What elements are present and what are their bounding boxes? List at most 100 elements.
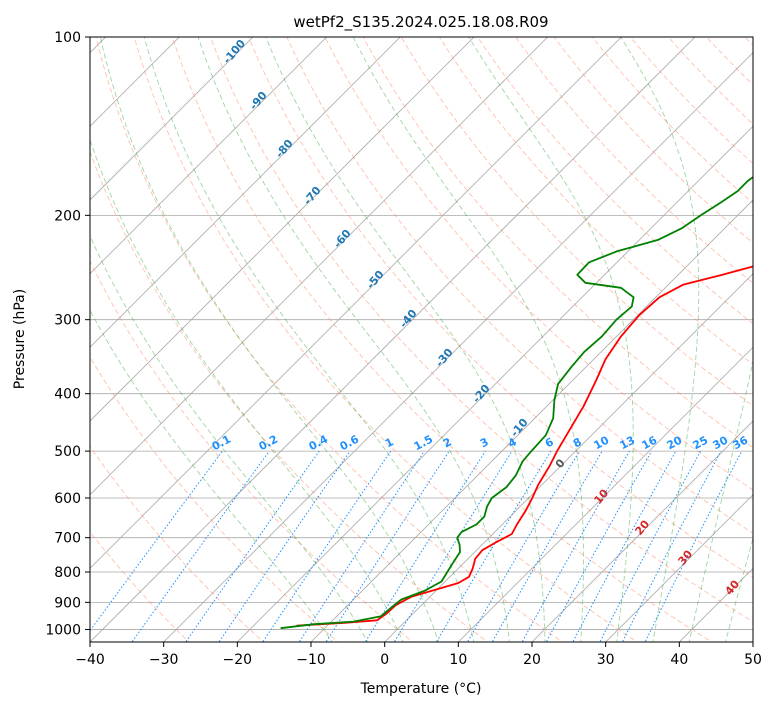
moist-adiabat-line — [468, 37, 634, 642]
dry-adiabat-label: -20 — [470, 382, 493, 406]
y-tick-label: 400 — [54, 387, 81, 403]
isotherm-line — [90, 37, 475, 422]
dewpoint-profile — [280, 175, 753, 630]
mixing-ratio-line — [491, 450, 603, 642]
plot-frame — [89, 36, 754, 643]
y-tick-label: 200 — [54, 208, 81, 224]
moist-adiabat-label: 10 — [591, 486, 611, 506]
mixing-ratio-line — [262, 450, 392, 642]
y-tick-label: 900 — [54, 595, 81, 611]
mixing-ratio-line — [325, 450, 450, 642]
mixing-ratio-lines — [90, 450, 743, 642]
dry-adiabat-line — [90, 445, 265, 642]
x-axis-ticks: −40 −30 −20 −10 0 10 20 30 40 50 — [75, 642, 762, 668]
dry-adiabat-label: -40 — [397, 307, 420, 331]
isotherm-lines — [90, 37, 753, 642]
isotherm-line — [752, 641, 753, 642]
mixing-ratio-label: 30 — [711, 433, 731, 452]
mixing-ratio-label: 1.5 — [412, 433, 435, 454]
temperature-profile — [296, 265, 753, 627]
y-tick-label: 700 — [54, 531, 81, 547]
mixing-ratio-line — [466, 450, 580, 642]
x-tick-label: 10 — [449, 652, 467, 668]
mixing-ratio-line — [572, 450, 677, 642]
dry-adiabat-line — [95, 37, 564, 642]
dry-adiabat-line — [744, 37, 753, 47]
dry-adiabat-line — [90, 531, 190, 642]
mixing-ratio-label: 1 — [383, 435, 396, 450]
dry-adiabat-line — [248, 37, 753, 578]
mixing-ratio-line — [621, 450, 722, 642]
dry-adiabat-label: -60 — [331, 227, 354, 251]
mixing-ratio-line — [435, 450, 552, 642]
isotherm-line — [605, 494, 753, 642]
moist-adiabat-line — [265, 37, 546, 642]
mixing-ratio-label: 6 — [543, 435, 556, 450]
y-tick-label: 600 — [54, 491, 81, 507]
y-tick-label: 800 — [54, 565, 81, 581]
moist-adiabat-label: 0 — [553, 456, 568, 470]
moist-adiabat-line — [90, 138, 404, 642]
mixing-ratio-label: 13 — [618, 434, 638, 453]
mixing-ratio-line — [599, 450, 701, 642]
dry-adiabat-label: -80 — [273, 137, 296, 161]
mixing-ratio-label: 16 — [640, 433, 660, 452]
x-tick-label: −30 — [149, 652, 179, 668]
mixing-ratio-line — [185, 450, 320, 642]
mixing-ratio-label: 0.2 — [257, 433, 280, 454]
x-tick-label: 20 — [523, 652, 541, 668]
isotherm-line — [90, 37, 696, 642]
x-tick-label: −10 — [296, 652, 326, 668]
mixing-ratio-label: 3 — [478, 435, 491, 450]
mixing-ratio-label: 0.4 — [307, 432, 331, 453]
pressure-gridlines — [90, 37, 753, 630]
line-labels: -100-90-80-70-60-50-40-30-20-10010203040… — [210, 37, 751, 598]
dry-adiabat-line — [515, 37, 753, 284]
mixing-ratio-label: 10 — [592, 433, 612, 452]
dry-adiabat-line — [667, 37, 753, 125]
isotherm-line — [90, 37, 622, 569]
y-axis-label: Pressure (hPa) — [12, 289, 28, 389]
moist-adiabat-line — [90, 309, 333, 642]
isotherm-line — [90, 37, 328, 275]
moist-adiabat-label: 30 — [675, 547, 695, 567]
x-tick-label: 30 — [597, 652, 615, 668]
plot-area: -100-90-80-70-60-50-40-30-20-10010203040… — [89, 24, 775, 645]
isotherm-line — [236, 125, 753, 642]
isotherm-line — [310, 199, 753, 642]
x-tick-label: 40 — [670, 652, 688, 668]
y-tick-label: 300 — [54, 313, 81, 329]
moist-adiabat-line — [90, 234, 369, 642]
moist-adiabat-line — [352, 37, 584, 642]
dry-adiabat-line — [438, 37, 753, 365]
isotherm-line — [90, 37, 254, 201]
moist-adiabat-label: 40 — [722, 577, 742, 597]
dry-adiabat-line — [362, 37, 753, 449]
mixing-ratio-line — [218, 450, 351, 642]
dry-adiabat-label: -50 — [364, 268, 387, 292]
dry-adiabat-line — [286, 37, 753, 534]
mixing-ratio-label: 0.6 — [338, 432, 362, 453]
x-tick-label: 0 — [380, 652, 389, 668]
y-tick-label: 100 — [54, 30, 81, 46]
isotherm-line — [384, 273, 753, 642]
dry-adiabat-label: -70 — [301, 184, 324, 208]
dry-adiabat-label: -100 — [220, 37, 248, 67]
dry-adiabat-line — [133, 37, 638, 642]
dry-adiabats — [90, 24, 775, 645]
isotherm-line — [531, 420, 753, 642]
moist-adiabat-line — [725, 536, 753, 642]
dry-adiabat-line — [210, 37, 753, 623]
mixing-ratio-line — [298, 450, 425, 642]
dry-adiabat-line — [324, 37, 753, 491]
mixing-ratio-line — [131, 450, 270, 642]
isotherm-line — [90, 37, 549, 496]
y-tick-label: 1000 — [45, 622, 81, 638]
y-tick-label: 500 — [54, 444, 81, 460]
chart-title: wetPf2_S135.2024.025.18.08.R09 — [293, 13, 548, 32]
dry-adiabat-line — [90, 259, 414, 642]
mixing-ratio-label: 20 — [665, 433, 685, 452]
dry-adiabat-label: -90 — [247, 89, 270, 113]
dry-adiabat-line — [770, 24, 775, 645]
